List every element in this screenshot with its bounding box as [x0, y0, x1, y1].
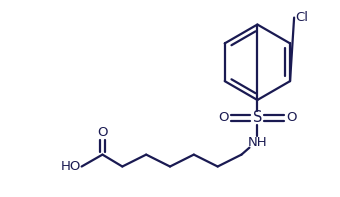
Text: O: O: [97, 126, 108, 139]
Text: S: S: [253, 110, 262, 125]
Text: HO: HO: [60, 160, 81, 173]
Text: O: O: [218, 111, 229, 124]
Text: O: O: [286, 111, 296, 124]
Text: Cl: Cl: [295, 11, 308, 24]
Text: NH: NH: [248, 136, 267, 149]
